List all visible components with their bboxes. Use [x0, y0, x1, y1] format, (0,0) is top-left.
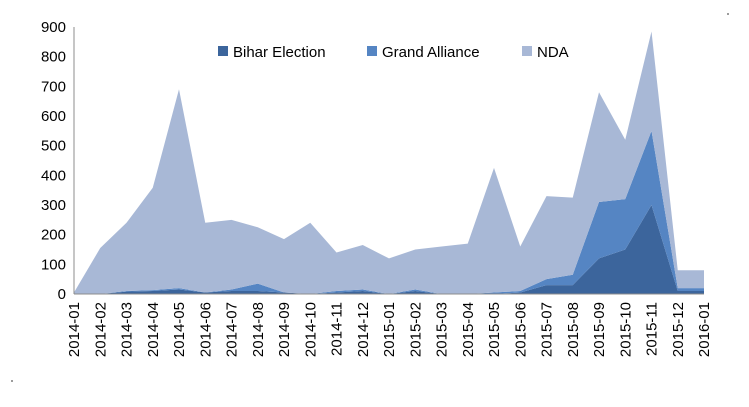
x-tick-label: 2015-01	[381, 302, 398, 357]
x-tick-label: 2014-11	[329, 302, 346, 356]
y-tick-label: 100	[41, 256, 66, 273]
x-tick-label: 2014-02	[92, 302, 109, 357]
x-tick-label: 2015-12	[670, 302, 687, 357]
x-tick-label: 2015-05	[486, 302, 503, 357]
axes-layer	[73, 27, 704, 295]
y-tick-labels: 0 100 200 300 400 500 600 700 800 900	[41, 19, 66, 303]
x-tick-label: 2014-01	[66, 302, 83, 357]
area-series-nda	[74, 31, 704, 294]
x-tick-label: 2014-10	[302, 302, 319, 357]
x-tick-label: 2014-07	[224, 302, 241, 357]
x-tick-label: 2014-05	[171, 302, 188, 357]
x-tick-label: 2015-06	[512, 302, 529, 357]
x-tick-labels: 2014-01 2014-02 2014-03 2014-04 2014-05 2014-…	[66, 302, 713, 357]
y-tick-label: 700	[41, 78, 66, 95]
x-tick-label: 2015-07	[539, 302, 556, 357]
x-tick-label: 2015-09	[591, 302, 608, 357]
legend-swatch	[522, 46, 532, 56]
y-tick-label: 0	[58, 286, 66, 303]
x-tick-label: 2014-03	[119, 302, 136, 357]
areas-layer	[74, 31, 704, 294]
y-tick-label: 600	[41, 108, 66, 125]
x-tick-label: 2014-06	[197, 302, 214, 357]
y-tick-label: 900	[41, 19, 66, 36]
x-tick-label: 2014-08	[250, 302, 267, 357]
legend: Bihar Election Grand Alliance NDA	[218, 44, 569, 61]
y-tick-label: 300	[41, 197, 66, 214]
x-tick-label: 2015-08	[565, 302, 582, 357]
legend-label: Grand Alliance	[382, 44, 480, 61]
x-tick-label: 2015-04	[460, 302, 477, 357]
x-tick-label: 2015-11	[644, 302, 661, 356]
legend-label: NDA	[537, 44, 569, 61]
y-tick-label: 500	[41, 138, 66, 155]
x-tick-label: 2014-04	[145, 302, 162, 357]
y-tick-label: 200	[41, 227, 66, 244]
x-tick-label: 2015-02	[407, 302, 424, 357]
legend-swatch	[367, 46, 377, 56]
x-tick-label: 2014-09	[276, 302, 293, 357]
legend-label: Bihar Election	[233, 44, 326, 61]
corner-dot-bottom-left	[11, 380, 13, 382]
x-tick-label: 2015-10	[617, 302, 634, 357]
y-tick-label: 400	[41, 167, 66, 184]
legend-swatch	[218, 46, 228, 56]
area-series-bihar-election	[74, 205, 704, 294]
corner-dot-top-right	[727, 13, 729, 15]
x-tick-label: 2016-01	[696, 302, 713, 357]
y-tick-label: 800	[41, 49, 66, 66]
x-tick-label: 2015-03	[434, 302, 451, 357]
x-tick-label: 2014-12	[355, 302, 372, 357]
